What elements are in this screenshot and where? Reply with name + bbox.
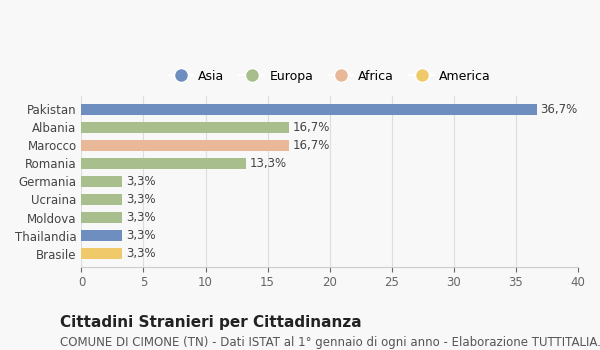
Legend: Asia, Europa, Africa, America: Asia, Europa, Africa, America (163, 65, 496, 88)
Text: 36,7%: 36,7% (541, 103, 578, 116)
Text: 13,3%: 13,3% (250, 157, 287, 170)
Bar (82, 248, 122, 259)
Bar (82, 122, 289, 133)
Text: 3,3%: 3,3% (126, 211, 156, 224)
Bar (82, 140, 289, 151)
Text: 16,7%: 16,7% (292, 121, 329, 134)
Text: 16,7%: 16,7% (292, 139, 329, 152)
Bar (82, 104, 536, 115)
Text: 3,3%: 3,3% (126, 247, 156, 260)
Text: COMUNE DI CIMONE (TN) - Dati ISTAT al 1° gennaio di ogni anno - Elaborazione TUT: COMUNE DI CIMONE (TN) - Dati ISTAT al 1°… (60, 336, 600, 349)
Text: 3,3%: 3,3% (126, 193, 156, 206)
Text: Cittadini Stranieri per Cittadinanza: Cittadini Stranieri per Cittadinanza (60, 315, 362, 330)
Bar (82, 212, 122, 223)
Bar (82, 176, 122, 187)
Bar (82, 158, 247, 169)
Bar (82, 230, 122, 241)
Bar (82, 194, 122, 205)
Text: 3,3%: 3,3% (126, 175, 156, 188)
Text: 3,3%: 3,3% (126, 229, 156, 242)
